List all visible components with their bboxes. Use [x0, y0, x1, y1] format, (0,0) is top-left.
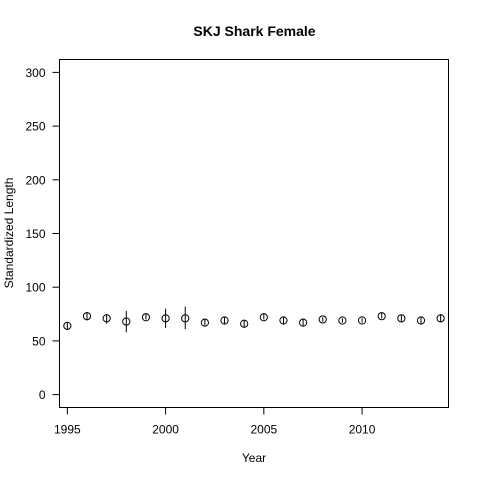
data-point-2006	[279, 316, 288, 325]
data-point-2004	[240, 319, 249, 328]
plot-frame	[59, 59, 449, 408]
x-tick-label-1: 2000	[152, 423, 179, 437]
data-point-2013	[416, 316, 426, 325]
y-tick-label-3: 150	[25, 227, 45, 241]
data-point-1996	[82, 312, 92, 321]
data-point-1997	[102, 314, 111, 323]
data-point-1995	[63, 321, 72, 330]
x-axis: 1995 2000 2005 2010	[54, 407, 376, 437]
data-point-2008	[318, 315, 327, 324]
x-axis-label: Year	[242, 451, 266, 465]
data-points	[63, 306, 445, 333]
data-point-2005	[259, 313, 268, 322]
y-tick-label-6: 300	[25, 66, 45, 80]
y-tick-label-1: 50	[32, 334, 46, 348]
data-point-2009	[338, 316, 347, 325]
x-tick-label-3: 2010	[349, 423, 376, 437]
data-point-1999	[141, 313, 151, 322]
y-axis-label: Standardized Length	[2, 178, 16, 289]
y-tick-label-0: 0	[39, 388, 46, 402]
data-point-2012	[397, 314, 406, 323]
data-point-2011	[377, 312, 386, 321]
chart-title: SKJ Shark Female	[193, 23, 315, 39]
x-tick-label-0: 1995	[54, 423, 81, 437]
data-point-2000	[161, 314, 170, 323]
y-tick-label-2: 100	[25, 281, 45, 295]
y-tick-label-5: 250	[25, 120, 45, 134]
data-point-2003	[220, 316, 229, 325]
y-axis: 0 50 100 150 200 250 300	[25, 66, 60, 402]
data-point-2001	[181, 314, 190, 323]
x-tick-label-2: 2005	[250, 423, 277, 437]
data-point-2007	[299, 318, 308, 327]
data-point-2010	[357, 316, 367, 325]
data-point-2014	[436, 314, 445, 323]
y-tick-label-4: 200	[25, 173, 45, 187]
data-point-2002	[200, 318, 209, 327]
data-point-1998	[122, 317, 131, 326]
